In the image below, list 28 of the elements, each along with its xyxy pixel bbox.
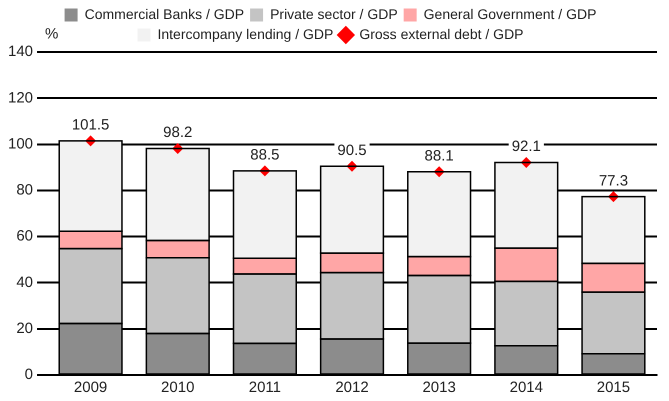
data-label: 88.1 xyxy=(424,147,454,164)
y-tick-label: 40 xyxy=(16,274,34,291)
data-label: 90.5 xyxy=(337,142,367,159)
x-tick-label: 2011 xyxy=(248,379,282,396)
y-axis-title: % xyxy=(45,26,58,43)
y-tick-label: 20 xyxy=(16,320,34,337)
data-label: 98.2 xyxy=(163,124,192,142)
y-tick-label: 100 xyxy=(8,135,34,152)
x-tick-label: 2012 xyxy=(335,379,369,396)
legend-label: Gross external debt / GDP xyxy=(359,26,524,42)
data-label: 92.1 xyxy=(512,138,541,156)
legend-label: Private sector / GDP xyxy=(270,6,398,22)
x-tick-label: 2014 xyxy=(510,379,543,396)
y-tick-label: 0 xyxy=(24,366,34,384)
x-tick-label: 2015 xyxy=(596,379,630,396)
legend-label: Intercompany lending / GDP xyxy=(157,26,334,42)
y-tick-label: 80 xyxy=(16,182,34,199)
data-label: 77.3 xyxy=(598,172,628,190)
y-tick-label: 140 xyxy=(8,43,34,60)
legend-label: Commercial Banks / GDP xyxy=(84,6,244,22)
x-tick-label: 2009 xyxy=(74,379,108,396)
data-label: 101.5 xyxy=(72,116,110,134)
data-label: 88.5 xyxy=(250,146,280,164)
legend-label: General Government / GDP xyxy=(424,6,596,22)
x-tick-label: 2013 xyxy=(422,379,456,396)
y-tick-label: 120 xyxy=(8,89,34,106)
x-tick-label: 2010 xyxy=(161,379,194,396)
y-tick-label: 60 xyxy=(16,228,34,245)
